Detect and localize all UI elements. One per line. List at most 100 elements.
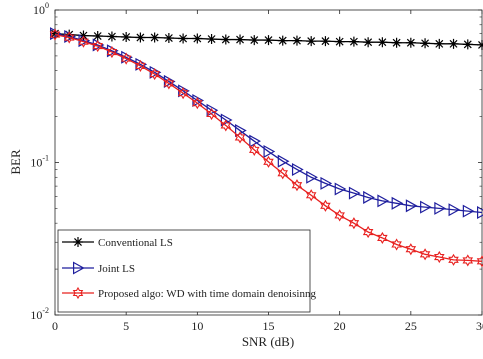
data-point-joint-ls bbox=[249, 134, 262, 148]
data-point-proposed-algo bbox=[78, 35, 89, 48]
data-point-conventional-ls bbox=[235, 34, 246, 45]
series-line-proposed-algo bbox=[54, 33, 483, 262]
x-tick-label: 10 bbox=[191, 319, 203, 333]
data-point-joint-ls bbox=[263, 145, 276, 159]
data-point-conventional-ls bbox=[434, 38, 445, 49]
data-point-conventional-ls bbox=[363, 37, 374, 48]
legend-marker-proposed-algo bbox=[72, 286, 84, 300]
data-point-proposed-algo bbox=[220, 119, 232, 132]
data-point-conventional-ls bbox=[249, 35, 260, 46]
data-point-conventional-ls bbox=[206, 34, 217, 45]
legend-entry-joint-ls: Joint LS bbox=[62, 261, 135, 275]
data-point-conventional-ls bbox=[334, 36, 345, 47]
axis-layer: 0 5 10 15 20 25 30 10-2 10-1 100 bbox=[30, 1, 483, 333]
data-point-proposed-algo bbox=[49, 28, 61, 41]
data-point-joint-ls bbox=[320, 176, 333, 190]
legend-marker-shape-joint-ls bbox=[72, 261, 85, 275]
data-point-conventional-ls bbox=[121, 32, 132, 43]
legend-label-proposed-algo: Proposed algo: WD with time domain denoi… bbox=[98, 288, 316, 300]
data-point-conventional-ls bbox=[306, 36, 317, 47]
data-point-proposed-algo bbox=[305, 189, 317, 202]
data-point-conventional-ls bbox=[320, 36, 331, 47]
data-point-proposed-algo bbox=[149, 67, 160, 81]
y-tick-label: 10-2 bbox=[30, 306, 49, 322]
data-point-proposed-algo bbox=[92, 39, 103, 53]
data-point-conventional-ls bbox=[135, 32, 146, 43]
data-point-conventional-ls bbox=[163, 33, 174, 44]
data-point-proposed-algo bbox=[377, 231, 388, 245]
data-point-conventional-ls bbox=[291, 35, 302, 46]
data-point-proposed-algo bbox=[277, 167, 289, 180]
x-axis-label: SNR (dB) bbox=[242, 334, 294, 349]
data-point-proposed-algo bbox=[391, 238, 402, 251]
data-point-joint-ls bbox=[348, 186, 361, 200]
legend-entry-conventional-ls: Conventional LS bbox=[62, 237, 173, 249]
data-point-joint-ls bbox=[377, 194, 390, 208]
data-point-conventional-ls bbox=[405, 37, 416, 48]
data-point-proposed-algo bbox=[106, 45, 118, 59]
data-point-proposed-algo bbox=[135, 59, 146, 72]
data-point-joint-ls bbox=[277, 154, 290, 168]
data-point-proposed-algo bbox=[320, 199, 331, 212]
data-point-joint-ls bbox=[334, 182, 347, 196]
data-point-proposed-algo bbox=[334, 209, 345, 222]
data-point-conventional-ls bbox=[192, 33, 203, 44]
data-point-proposed-algo bbox=[291, 179, 303, 192]
data-point-joint-ls bbox=[405, 199, 418, 213]
data-point-joint-ls bbox=[391, 196, 404, 210]
data-point-proposed-algo bbox=[234, 131, 246, 144]
data-point-joint-ls bbox=[462, 204, 475, 218]
legend-marker-shape-conventional-ls bbox=[73, 237, 83, 247]
data-point-joint-ls bbox=[220, 113, 233, 127]
legend-marker-conventional-ls bbox=[73, 237, 83, 247]
data-point-joint-ls bbox=[363, 190, 375, 204]
data-point-conventional-ls bbox=[348, 36, 359, 47]
data-point-conventional-ls bbox=[106, 31, 117, 42]
legend: Conventional LS Joint LS Proposed algo: … bbox=[57, 229, 316, 313]
data-point-conventional-ls bbox=[377, 37, 388, 48]
x-tick-label: 15 bbox=[263, 319, 275, 333]
data-point-proposed-algo bbox=[177, 87, 189, 100]
y-tick-label: 100 bbox=[33, 1, 49, 17]
data-point-conventional-ls bbox=[420, 38, 431, 49]
series-line-joint-ls bbox=[54, 32, 483, 214]
data-point-proposed-algo bbox=[163, 77, 175, 90]
x-tick-label: 20 bbox=[334, 319, 346, 333]
data-point-joint-ls bbox=[306, 170, 318, 184]
data-point-joint-ls bbox=[420, 200, 432, 214]
data-point-proposed-algo bbox=[348, 217, 360, 230]
data-point-conventional-ls bbox=[78, 30, 89, 41]
data-point-proposed-algo bbox=[434, 250, 445, 264]
data-point-joint-ls bbox=[448, 203, 461, 217]
data-point-conventional-ls bbox=[277, 35, 288, 46]
data-point-joint-ls bbox=[434, 201, 447, 215]
x-tick-label: 30 bbox=[476, 319, 483, 333]
series-layer bbox=[49, 27, 483, 268]
data-point-conventional-ls bbox=[477, 39, 483, 50]
data-point-conventional-ls bbox=[263, 35, 274, 46]
x-tick-label: 25 bbox=[405, 319, 417, 333]
data-point-conventional-ls bbox=[220, 34, 231, 45]
legend-box bbox=[57, 229, 311, 313]
data-point-proposed-algo bbox=[448, 253, 459, 266]
data-point-conventional-ls bbox=[391, 37, 402, 48]
legend-marker-shape-proposed-algo bbox=[72, 286, 84, 300]
data-point-conventional-ls bbox=[462, 39, 473, 50]
data-point-proposed-algo bbox=[419, 248, 431, 261]
legend-marker-joint-ls bbox=[72, 261, 85, 275]
data-point-proposed-algo bbox=[120, 52, 132, 65]
legend-label-joint-ls: Joint LS bbox=[98, 263, 135, 275]
data-point-proposed-algo bbox=[462, 254, 474, 267]
x-tick-label: 5 bbox=[123, 319, 129, 333]
data-point-proposed-algo bbox=[476, 255, 483, 268]
data-point-proposed-algo bbox=[192, 97, 203, 110]
data-point-conventional-ls bbox=[92, 31, 103, 42]
data-point-proposed-algo bbox=[362, 225, 374, 239]
data-point-proposed-algo bbox=[405, 243, 417, 256]
data-point-conventional-ls bbox=[178, 33, 189, 44]
y-axis-label: BER bbox=[8, 149, 23, 175]
data-point-conventional-ls bbox=[64, 29, 75, 40]
data-point-proposed-algo bbox=[248, 143, 260, 156]
